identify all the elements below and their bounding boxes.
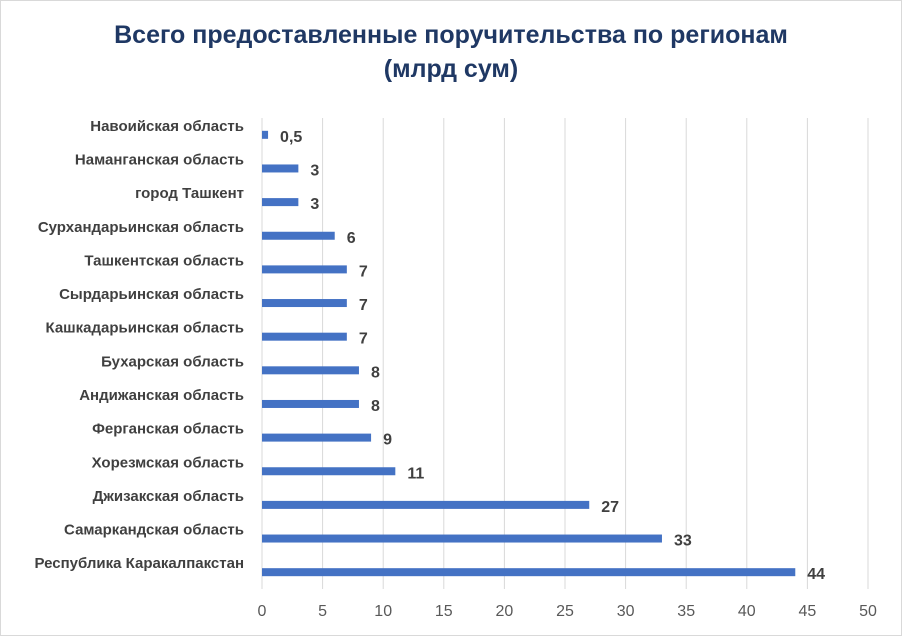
bar: [262, 534, 662, 543]
x-tick-label: 15: [435, 603, 453, 620]
category-label: Хорезмская область: [92, 454, 244, 471]
data-label: 6: [347, 230, 356, 247]
x-tick-label: 30: [617, 603, 635, 620]
category-label: Самаркандская область: [64, 522, 244, 539]
bar: [262, 433, 372, 442]
bar: [262, 568, 796, 577]
category-label: город Ташкент: [135, 185, 244, 202]
category-label: Андижанская область: [79, 387, 244, 404]
bar: [262, 198, 299, 207]
category-label: Джизакская область: [93, 488, 244, 505]
data-label: 3: [310, 162, 319, 179]
bar: [262, 299, 347, 308]
category-label: Сурхандарьинская область: [38, 219, 244, 236]
bar: [262, 366, 359, 375]
data-label: 33: [674, 533, 692, 550]
bar: [262, 265, 347, 274]
chart-title-line1: Всего предоставленные поручительства по …: [114, 21, 788, 49]
x-tick-label: 35: [677, 603, 695, 620]
bar: [262, 500, 590, 509]
data-label: 0,5: [280, 129, 302, 146]
x-tick-label: 10: [374, 603, 392, 620]
x-tick-label: 45: [799, 603, 817, 620]
data-label: 8: [371, 398, 380, 415]
chart-title-line2: (млрд сум): [383, 55, 519, 83]
data-label: 8: [371, 364, 380, 381]
bar: [262, 332, 347, 341]
category-label: Бухарская область: [101, 353, 244, 370]
data-label: 7: [359, 263, 368, 280]
data-label: 11: [407, 465, 424, 482]
category-label: Ташкентская область: [84, 252, 244, 269]
category-label: Навоийская область: [90, 118, 244, 135]
x-tick-label: 0: [258, 603, 267, 620]
category-label: Ферганская область: [92, 421, 244, 438]
data-label: 44: [807, 566, 825, 583]
chart-title: Всего предоставленные поручительства по …: [0, 18, 902, 86]
x-tick-label: 5: [318, 603, 327, 620]
bar: [262, 467, 396, 476]
category-label: Республика Каракалпакстан: [34, 555, 244, 572]
data-label: 7: [359, 331, 368, 348]
bar: [262, 399, 359, 408]
bar: [262, 164, 299, 173]
x-tick-label: 40: [738, 603, 756, 620]
x-tick-label: 50: [859, 603, 877, 620]
category-label: Сырдарьинская область: [59, 286, 244, 303]
bar: [262, 130, 269, 139]
category-label: Кашкадарьинская область: [45, 320, 244, 337]
data-label: 9: [383, 432, 392, 449]
data-label: 27: [601, 499, 619, 516]
x-tick-label: 20: [496, 603, 514, 620]
category-label: Наманганская область: [75, 151, 244, 168]
x-tick-label: 25: [556, 603, 574, 620]
data-label: 7: [359, 297, 368, 314]
data-label: 3: [310, 196, 319, 213]
bar: [262, 231, 335, 240]
